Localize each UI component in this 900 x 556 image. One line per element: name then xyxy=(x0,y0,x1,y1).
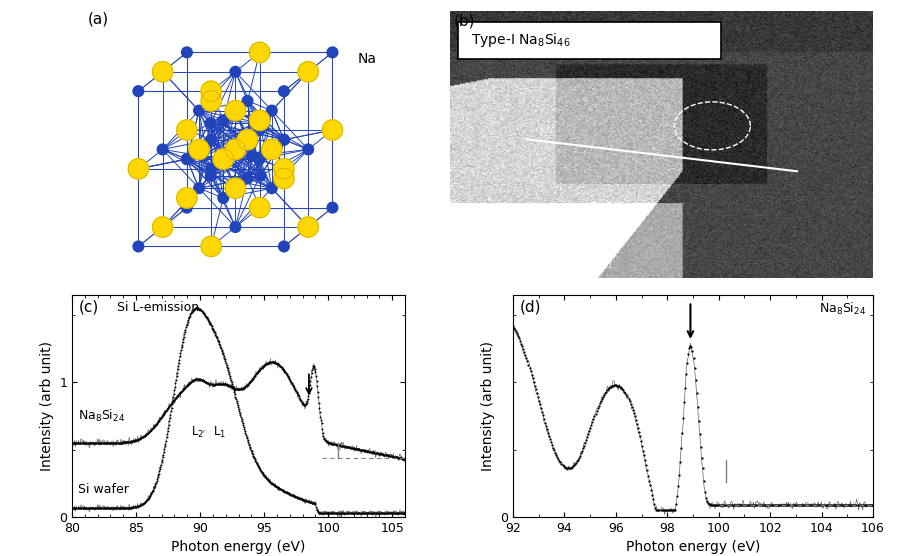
Y-axis label: Intensity (arb unit): Intensity (arb unit) xyxy=(481,341,495,471)
Circle shape xyxy=(230,66,240,77)
Circle shape xyxy=(247,151,257,161)
Text: Type-I Na$_8$Si$_{46}$: Type-I Na$_8$Si$_{46}$ xyxy=(472,32,571,49)
Circle shape xyxy=(182,125,193,135)
Circle shape xyxy=(322,120,343,140)
Circle shape xyxy=(279,86,289,97)
Y-axis label: Intensity (arb unit): Intensity (arb unit) xyxy=(40,341,54,471)
Circle shape xyxy=(176,188,197,208)
FancyBboxPatch shape xyxy=(458,22,721,59)
Circle shape xyxy=(194,183,204,193)
Circle shape xyxy=(274,158,294,179)
Circle shape xyxy=(298,62,319,82)
Text: L$_{2'}$: L$_{2'}$ xyxy=(191,425,207,440)
Circle shape xyxy=(303,144,313,155)
Circle shape xyxy=(201,236,221,257)
Circle shape xyxy=(249,42,270,63)
Circle shape xyxy=(255,202,265,213)
Circle shape xyxy=(230,183,240,193)
Circle shape xyxy=(262,139,282,160)
Text: (a): (a) xyxy=(88,11,109,26)
Circle shape xyxy=(206,241,217,252)
Circle shape xyxy=(152,217,173,237)
Circle shape xyxy=(255,125,265,135)
Circle shape xyxy=(182,154,193,165)
Circle shape xyxy=(218,154,229,165)
Text: (c): (c) xyxy=(78,299,99,314)
Circle shape xyxy=(279,163,289,174)
Text: L$_1$: L$_1$ xyxy=(213,425,226,440)
Circle shape xyxy=(255,154,265,165)
Circle shape xyxy=(327,125,338,135)
Circle shape xyxy=(225,178,246,198)
Circle shape xyxy=(266,183,277,193)
Circle shape xyxy=(327,47,338,58)
Circle shape xyxy=(225,101,246,121)
Circle shape xyxy=(206,135,217,145)
Circle shape xyxy=(242,173,253,184)
Circle shape xyxy=(255,171,266,181)
Circle shape xyxy=(158,66,168,77)
Circle shape xyxy=(303,66,313,77)
Text: Si: Si xyxy=(209,0,223,3)
Circle shape xyxy=(303,222,313,232)
Circle shape xyxy=(255,118,266,128)
Circle shape xyxy=(197,151,208,161)
Circle shape xyxy=(238,130,257,150)
Circle shape xyxy=(266,105,277,116)
Text: Si wafer: Si wafer xyxy=(78,483,130,496)
Text: Na: Na xyxy=(357,52,376,66)
Circle shape xyxy=(249,197,270,218)
Text: (d): (d) xyxy=(520,299,542,314)
Text: Na$_8$Si$_{24}$: Na$_8$Si$_{24}$ xyxy=(819,301,866,317)
Circle shape xyxy=(205,118,216,128)
Circle shape xyxy=(255,47,265,58)
Circle shape xyxy=(279,135,289,145)
Circle shape xyxy=(218,192,229,203)
Circle shape xyxy=(206,86,217,97)
Circle shape xyxy=(230,222,240,232)
Circle shape xyxy=(189,139,209,160)
Circle shape xyxy=(213,149,233,170)
Circle shape xyxy=(158,222,168,232)
Circle shape xyxy=(279,135,289,145)
Circle shape xyxy=(327,202,338,213)
Circle shape xyxy=(133,86,144,97)
Circle shape xyxy=(194,105,204,116)
Circle shape xyxy=(182,47,193,58)
Circle shape xyxy=(205,171,216,181)
Text: (b): (b) xyxy=(454,14,476,29)
X-axis label: Photon energy (eV): Photon energy (eV) xyxy=(626,540,760,554)
Circle shape xyxy=(182,202,193,213)
Circle shape xyxy=(158,144,168,155)
Circle shape xyxy=(201,81,221,101)
Circle shape xyxy=(201,91,221,111)
Circle shape xyxy=(279,241,289,252)
Circle shape xyxy=(182,154,193,165)
Circle shape xyxy=(225,139,246,160)
Circle shape xyxy=(218,115,229,126)
Circle shape xyxy=(133,241,144,252)
Circle shape xyxy=(206,163,217,174)
Circle shape xyxy=(298,217,319,237)
Circle shape xyxy=(152,62,173,82)
Circle shape xyxy=(176,120,197,140)
Circle shape xyxy=(128,158,148,179)
Text: 5kU   X150  100μm  0000  10  60  SE1: 5kU X150 100μm 0000 10 60 SE1 xyxy=(467,261,612,270)
Circle shape xyxy=(133,163,144,174)
Text: Si L-emission: Si L-emission xyxy=(117,301,199,314)
Circle shape xyxy=(230,105,240,116)
Circle shape xyxy=(242,96,253,106)
Text: Na$_8$Si$_{24}$: Na$_8$Si$_{24}$ xyxy=(78,408,125,424)
X-axis label: Photon energy (eV): Photon energy (eV) xyxy=(171,540,306,554)
Circle shape xyxy=(249,110,270,131)
Circle shape xyxy=(274,168,294,188)
Circle shape xyxy=(242,135,253,145)
